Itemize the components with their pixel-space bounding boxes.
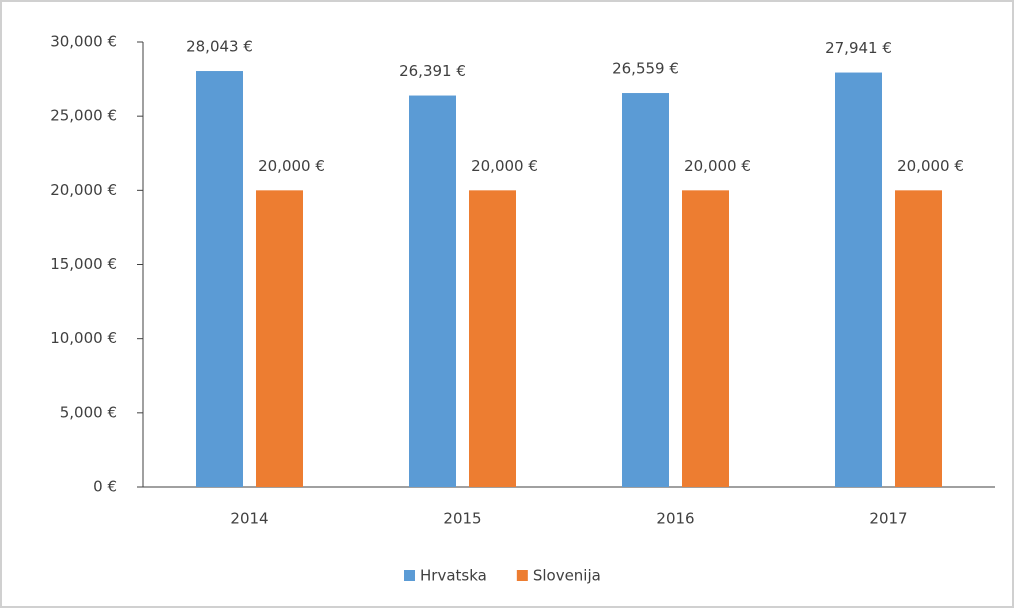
x-tick-label: 2017 [869,510,907,528]
bar [895,190,942,488]
data-label: 20,000 € [258,157,325,175]
y-tick-label: 5,000 € [60,403,117,421]
bar [835,72,882,487]
data-label: 26,391 € [399,62,466,80]
data-label: 20,000 € [684,157,751,175]
legend-label: Hrvatska [420,567,487,585]
y-tick-label: 30,000 € [50,33,117,51]
data-label: 28,043 € [186,38,253,56]
x-tick-label: 2016 [656,510,694,528]
data-label: 20,000 € [471,157,538,175]
bar [469,190,516,488]
legend-label: Slovenija [533,567,601,585]
data-label: 26,559 € [612,60,679,78]
bar [622,93,669,487]
bar [196,71,243,487]
y-tick-label: 0 € [93,478,117,496]
legend-swatch [516,570,528,581]
y-tick-label: 25,000 € [50,107,117,125]
data-label: 20,000 € [897,157,964,175]
bar [682,190,729,488]
y-tick-label: 10,000 € [50,329,117,347]
bar [409,95,456,487]
data-label: 27,941 € [825,39,892,57]
y-tick-label: 15,000 € [50,255,117,273]
x-tick-label: 2015 [443,510,481,528]
x-tick-label: 2014 [230,510,268,528]
y-tick-label: 20,000 € [50,181,117,199]
legend-swatch [404,570,415,581]
bar [256,190,303,488]
